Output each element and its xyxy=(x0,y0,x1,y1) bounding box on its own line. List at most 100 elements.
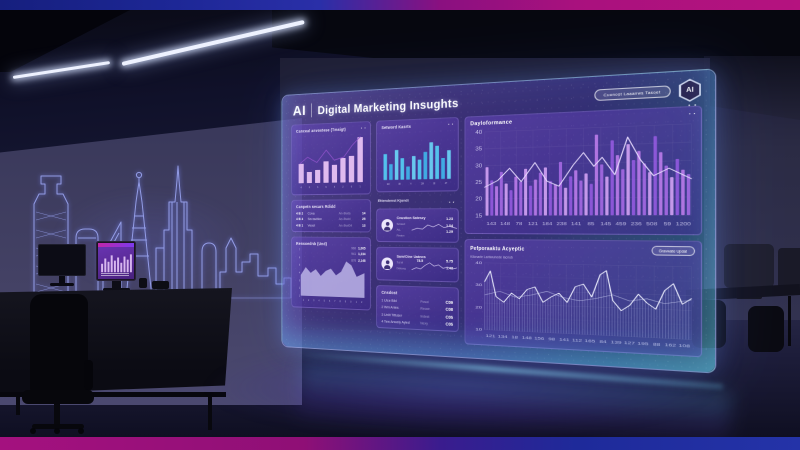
ai-logo: AI xyxy=(292,103,312,119)
right-chair xyxy=(748,306,784,352)
neon-skyline xyxy=(8,165,292,299)
svg-text:25: 25 xyxy=(475,180,482,186)
dark-monitor-stand xyxy=(59,276,65,283)
ai-badge: AI xyxy=(679,78,701,102)
svg-text:2M: 2M xyxy=(421,183,424,185)
svg-text:35: 35 xyxy=(475,147,482,153)
office-chair xyxy=(16,294,112,434)
column-right: • • Dayloformance 40 35 30 25 20 15 143 148 78 12… xyxy=(464,105,703,357)
table-row: 4 B 1 Veset An-Bwt04 13 xyxy=(296,223,366,228)
campaign-bar-line-chart: 4 8 3 6 4 2 6 1 xyxy=(298,133,363,189)
dashboard-panel: AI Digital Marketing Insughts Cuonost La… xyxy=(281,68,717,374)
svg-text:1: 1 xyxy=(303,298,305,301)
svg-text:4T: 4T xyxy=(445,183,448,185)
svg-text:2: 2 xyxy=(308,299,310,302)
analytics-line-chart: 40 30 20 10 121 134 18 148 156 98 141 112 165 84 139 12… xyxy=(475,260,695,348)
svg-text:143: 143 xyxy=(487,221,497,227)
kpi-peak-value: 78.5 xyxy=(416,258,424,263)
svg-text:38: 38 xyxy=(398,184,401,186)
list-item: 2 Wm Anles Recwr C08 xyxy=(381,305,454,313)
svg-text:184: 184 xyxy=(542,221,553,227)
dashboard-monitor-stand xyxy=(112,281,121,288)
left-desk-leg xyxy=(208,397,212,430)
svg-text:145: 145 xyxy=(600,221,611,227)
svg-text:30: 30 xyxy=(475,163,482,169)
analytics-update-button[interactable]: Gravwate Updat xyxy=(650,245,696,257)
svg-text:30: 30 xyxy=(475,282,482,287)
card-menu-dots[interactable]: • • xyxy=(360,125,367,131)
svg-text:40: 40 xyxy=(475,260,482,265)
svg-text:148: 148 xyxy=(522,335,533,340)
svg-text:15: 15 xyxy=(475,214,482,220)
svg-text:6: 6 xyxy=(326,186,328,189)
reach-stats: 960 1,005 941 1,234 876 2,148 xyxy=(351,246,365,262)
svg-text:139: 139 xyxy=(611,339,623,344)
svg-text:1M: 1M xyxy=(387,184,390,186)
svg-text:20: 20 xyxy=(475,305,482,310)
svg-text:238: 238 xyxy=(556,221,567,227)
section-label: Ettendenst Kjondi • • xyxy=(377,197,455,205)
svg-text:2: 2 xyxy=(342,185,344,188)
svg-text:4: 4 xyxy=(410,184,412,186)
svg-text:3: 3 xyxy=(313,299,315,302)
list-item: 1 Ulce Bild Posai C09 xyxy=(381,298,454,305)
svg-text:6: 6 xyxy=(351,185,353,188)
top-gradient-bar xyxy=(0,0,800,10)
svg-text:121: 121 xyxy=(486,333,496,338)
svg-text:4: 4 xyxy=(299,270,301,274)
svg-text:8: 8 xyxy=(340,300,342,303)
card-menu-dots[interactable]: • • xyxy=(448,121,455,127)
card-title: Cnsdost xyxy=(381,289,398,296)
svg-text:141: 141 xyxy=(571,221,582,227)
svg-text:4: 4 xyxy=(334,186,336,189)
dashboard-monitor-base xyxy=(103,288,130,291)
right-monitor-back xyxy=(724,244,774,299)
svg-text:162: 162 xyxy=(665,342,677,347)
svg-text:148: 148 xyxy=(500,221,510,227)
header-action-button[interactable]: Cuonost Laaanws Tasoet xyxy=(593,85,671,102)
kpi-labels: Td M Ddtcwg xyxy=(396,260,406,270)
card-network: • • Setword Kasrts 1M 38 4 2M 18 4T xyxy=(376,116,459,193)
svg-text:6: 6 xyxy=(329,299,331,302)
ai-badge-label: AI xyxy=(681,80,700,101)
svg-text:1200: 1200 xyxy=(676,221,692,227)
svg-text:10: 10 xyxy=(475,327,482,332)
svg-text:2: 2 xyxy=(361,301,363,304)
svg-text:20: 20 xyxy=(475,197,482,203)
svg-text:134: 134 xyxy=(498,334,508,339)
svg-text:1: 1 xyxy=(356,300,358,303)
svg-text:165: 165 xyxy=(585,338,596,343)
svg-text:18: 18 xyxy=(433,183,436,185)
svg-text:508: 508 xyxy=(646,221,657,227)
left-desk-edge xyxy=(0,392,226,397)
svg-text:459: 459 xyxy=(615,221,626,227)
svg-text:121: 121 xyxy=(528,221,538,227)
svg-text:7: 7 xyxy=(334,300,336,303)
desk-dashboard-monitor xyxy=(96,241,136,281)
stat-row: 876 2,148 xyxy=(351,258,366,263)
user-icon xyxy=(381,219,394,232)
svg-text:59: 59 xyxy=(664,221,672,227)
kpi-labels: Sctaed AtL Reaim xyxy=(396,221,406,237)
card-kpi-2: Sam/Ctne Uatews Td M Ddtcwg 78.5 5.75 1.4… xyxy=(376,246,459,283)
card-kpi-1: Cnustion Sateszy Sctaed AtL Reaim 1.23 1.0… xyxy=(376,208,459,243)
dark-monitor xyxy=(38,244,86,286)
card-menu-dots[interactable]: • • xyxy=(688,110,697,116)
section-menu-dots[interactable]: • • xyxy=(448,199,455,205)
svg-text:127: 127 xyxy=(624,340,636,345)
card-title: Pefporaaktu Acyeptic xyxy=(470,245,525,253)
svg-text:78: 78 xyxy=(516,221,523,227)
svg-text:88: 88 xyxy=(653,342,661,347)
bottom-gradient-bar xyxy=(0,437,800,450)
svg-text:40: 40 xyxy=(475,130,482,136)
svg-text:18: 18 xyxy=(511,335,518,340)
svg-text:108: 108 xyxy=(679,343,691,348)
card-analytics: Pefporaaktu Acyeptic Gravwate Updat Kilc… xyxy=(464,238,703,357)
svg-text:1: 1 xyxy=(299,293,301,297)
svg-text:3: 3 xyxy=(317,186,319,189)
svg-text:84: 84 xyxy=(599,339,607,344)
svg-text:9: 9 xyxy=(345,300,347,303)
